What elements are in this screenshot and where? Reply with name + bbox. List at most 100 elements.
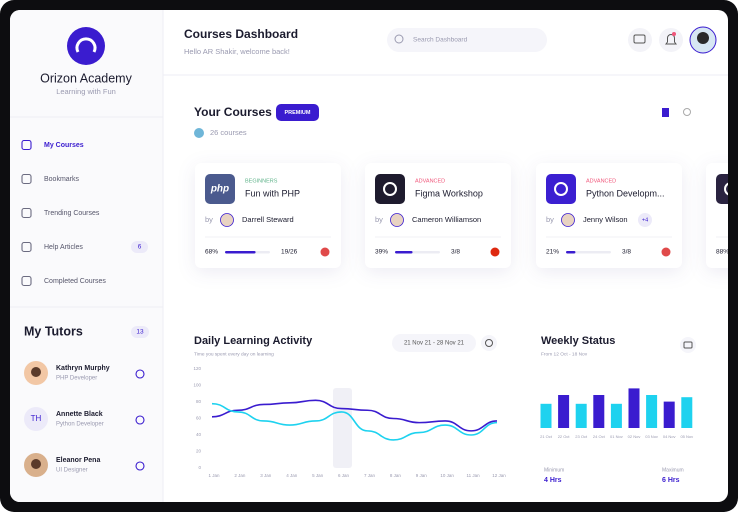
stat-value: 6 Hrs: [662, 477, 680, 484]
course-by: by: [205, 215, 213, 224]
notifications-button[interactable]: [659, 28, 683, 52]
chart-subtitle: From 12 Oct - 18 Nov: [541, 351, 588, 357]
nav-icon: [21, 139, 32, 151]
y-tick-label: 40: [196, 432, 202, 437]
brand-name: Orizon Academy: [40, 71, 132, 85]
x-tick-label: 02 Nov: [628, 434, 641, 439]
course-progress: 39%: [375, 249, 388, 256]
search-icon: [394, 34, 404, 44]
app: Orizon Academy Learning with Fun My Course…: [10, 10, 728, 502]
courses-count: 26 courses: [210, 128, 247, 137]
author-avatar: [220, 213, 234, 227]
search-courses-icon[interactable]: [683, 108, 691, 116]
nav-icon: [21, 173, 32, 185]
chat-icon[interactable]: [135, 461, 145, 471]
chat-icon[interactable]: [135, 369, 145, 379]
course-lessons: 19/26: [281, 249, 298, 256]
course-icon: [205, 174, 235, 204]
notification-dot: [672, 32, 676, 36]
courses-avatar: [194, 128, 204, 138]
date-range: 21 Nov 21 - 28 Nov 21: [404, 341, 465, 347]
nav-item[interactable]: Trending Courses: [44, 210, 100, 217]
x-tick-label: 1 Jan: [208, 473, 220, 478]
x-tick-label: 5 Jan: [312, 473, 324, 478]
nav-item[interactable]: Help Articles: [44, 244, 83, 251]
settings-icon: [485, 339, 493, 347]
bell-icon: [665, 34, 677, 45]
search-placeholder: Search Dashboard: [413, 37, 468, 44]
search-box[interactable]: [387, 28, 547, 52]
bar: [558, 395, 570, 428]
x-tick-label: 2 Jan: [234, 473, 246, 478]
course-level: ADVANCED: [586, 178, 616, 184]
x-tick-label: 7 Jan: [364, 473, 376, 478]
bar: [575, 403, 587, 428]
x-tick-label: 05 Nov: [680, 434, 693, 439]
nav-item[interactable]: Completed Courses: [44, 278, 106, 285]
nav-badge: [131, 241, 148, 253]
course-icon-glyph: [383, 182, 397, 196]
nav-badge-count: 6: [138, 244, 142, 251]
x-tick-label: 03 Nov: [645, 434, 658, 439]
tutor-name: Annette Black: [56, 411, 103, 418]
nav-item[interactable]: Bookmarks: [44, 176, 80, 183]
tutor-role: UI Designer: [56, 468, 88, 474]
x-tick-label: 4 Jan: [286, 473, 298, 478]
tutors-title: My Tutors: [24, 324, 83, 338]
course-flag: [661, 247, 671, 257]
course-icon: [375, 174, 405, 204]
nav-icon: [21, 241, 32, 253]
course-icon-glyph: [724, 182, 728, 196]
bar: [610, 403, 622, 428]
course-progress: 68%: [205, 249, 218, 256]
date-range-pill[interactable]: [392, 334, 476, 352]
x-tick-label: 12 Jan: [492, 473, 506, 478]
premium-badge[interactable]: [276, 104, 319, 121]
course-icon: [546, 174, 576, 204]
y-tick-label: 60: [196, 416, 202, 421]
x-tick-label: 24 Oct: [593, 434, 606, 439]
progress-fill: [395, 251, 413, 254]
section-title: Your Courses: [194, 105, 272, 119]
x-tick-label: 11 Jan: [466, 473, 480, 478]
bar: [663, 401, 675, 428]
chat-icon[interactable]: [135, 415, 145, 425]
hover-band: [333, 388, 352, 468]
avatar-face: [697, 32, 709, 44]
y-tick-label: 100: [193, 383, 201, 388]
course-author: Jenny Wilson: [583, 215, 628, 224]
bookmark-icon[interactable]: [662, 108, 669, 117]
progress-fill: [225, 251, 256, 254]
course-author: Cameron Williamson: [412, 215, 481, 224]
weekly-button[interactable]: [680, 337, 696, 353]
messages-button[interactable]: [628, 28, 652, 52]
nav-item[interactable]: My Courses: [44, 142, 84, 149]
course-progress: 21%: [546, 249, 559, 256]
nav-icon: [21, 207, 32, 219]
tutors-badge: [131, 326, 149, 338]
bar: [593, 395, 605, 428]
course-lessons: 3/8: [451, 249, 460, 256]
page-subtitle: Hello AR Shakir, welcome back!: [184, 47, 290, 56]
course-icon-glyph: [554, 182, 568, 196]
stat-value: 4 Hrs: [544, 477, 562, 484]
extra-badge: [638, 213, 652, 227]
line-series: [211, 399, 498, 432]
tutor-face: [31, 459, 41, 469]
x-tick-label: 01 Nov: [610, 434, 623, 439]
chart-title: Weekly Status: [541, 335, 615, 347]
author-avatar: [390, 213, 404, 227]
bar: [540, 403, 552, 428]
chart-subtitle: Time you spent every day on learning: [194, 351, 274, 357]
x-tick-label: 10 Jan: [440, 473, 454, 478]
tutor-name: Kathryn Murphy: [56, 365, 110, 372]
bar: [681, 397, 693, 428]
settings-button[interactable]: [481, 335, 497, 351]
y-tick-label: 20: [196, 449, 202, 454]
logo-mark: [75, 37, 97, 53]
x-tick-label: 21 Oct: [540, 434, 553, 439]
tutor-face: [31, 367, 41, 377]
tutors-count: 13: [136, 329, 144, 336]
tutor-initials: TH: [31, 414, 42, 423]
chart-title: Daily Learning Activity: [194, 335, 313, 347]
